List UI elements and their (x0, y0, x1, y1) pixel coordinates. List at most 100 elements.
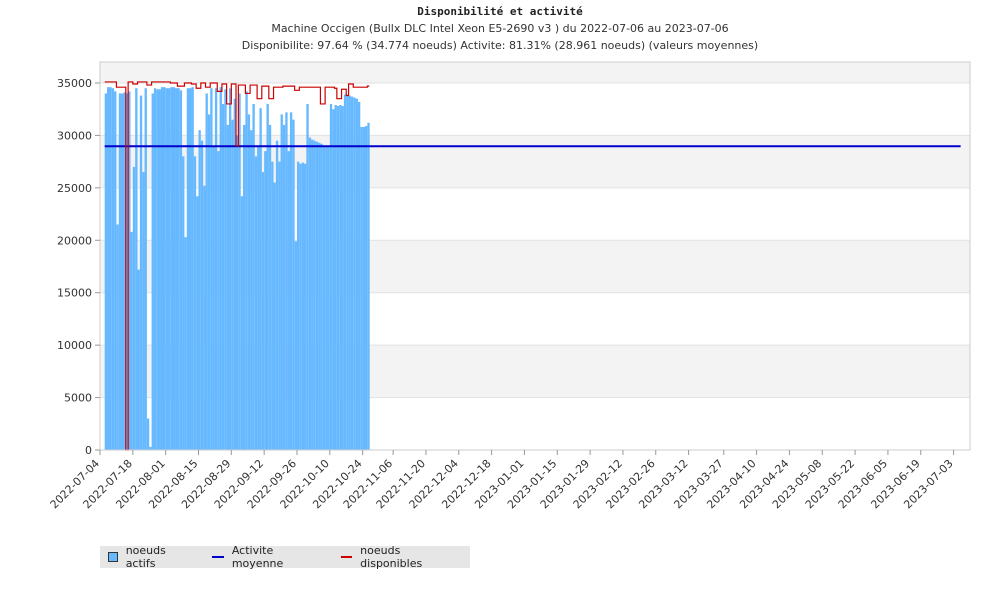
active-nodes-bar (278, 161, 281, 450)
active-nodes-bar (224, 89, 227, 450)
x-axis-ticks: 2022-07-042022-07-182022-08-012022-08-15… (48, 450, 956, 511)
active-nodes-bar (160, 87, 166, 450)
active-nodes-bar (282, 124, 286, 451)
active-nodes-bar (210, 88, 213, 450)
active-nodes-bar (357, 101, 361, 451)
legend: noeuds actifs Activite moyenne noeuds di… (100, 544, 470, 570)
plot-band (100, 62, 970, 83)
active-nodes-bar (292, 119, 295, 451)
active-nodes-bar (149, 446, 152, 450)
active-nodes-bar (240, 196, 244, 450)
active-nodes-bar (311, 139, 314, 450)
active-nodes-bar (132, 166, 136, 450)
active-nodes-bar (238, 93, 241, 450)
legend-swatch-disponibles (340, 556, 353, 558)
active-nodes-bar (296, 161, 300, 450)
active-nodes-bar (350, 96, 354, 450)
active-nodes-bar (200, 140, 204, 450)
active-nodes-bars (104, 87, 370, 451)
active-nodes-bar (193, 156, 197, 451)
active-nodes-bar (207, 114, 211, 450)
active-nodes-bar (116, 224, 119, 450)
y-tick-label: 20000 (57, 234, 92, 247)
y-tick-label: 10000 (57, 339, 92, 352)
active-nodes-bar (170, 87, 176, 450)
active-nodes-bar (137, 269, 140, 450)
active-nodes-bar (348, 95, 351, 450)
legend-label-disponibles: noeuds disponibles (360, 544, 423, 570)
chart-title: Disponibilité et activité (417, 5, 583, 18)
active-nodes-bar (336, 106, 340, 450)
active-nodes-bar (179, 90, 183, 451)
y-tick-label: 5000 (64, 392, 92, 405)
legend-item-actifs: noeuds actifs (108, 544, 196, 570)
active-nodes-bar (360, 127, 363, 451)
active-nodes-bar (139, 95, 143, 450)
active-nodes-bar (203, 185, 206, 450)
active-nodes-bar (294, 241, 297, 450)
active-nodes-bar (111, 88, 115, 450)
active-nodes-bar (212, 145, 215, 450)
active-nodes-bar (118, 93, 124, 450)
active-nodes-bar (198, 130, 201, 450)
active-nodes-bar (250, 130, 253, 450)
active-nodes-bar (289, 112, 293, 450)
active-nodes-bar (266, 103, 269, 450)
active-nodes-bar (226, 124, 229, 451)
active-nodes-bar (367, 122, 370, 450)
active-nodes-bar (343, 94, 347, 450)
active-nodes-bar (322, 145, 326, 450)
active-nodes-bar (182, 156, 185, 451)
active-nodes-bar (355, 98, 358, 451)
plot-frame (99, 61, 971, 451)
active-nodes-bar (104, 93, 108, 450)
active-nodes-bar (287, 151, 290, 450)
active-nodes-bar (334, 104, 337, 450)
active-nodes-bar (191, 87, 194, 450)
available-nodes-line (104, 81, 370, 451)
active-nodes-bar (353, 97, 356, 450)
legend-item-moyenne: Activite moyenne (212, 544, 324, 570)
active-nodes-bar (308, 137, 312, 451)
active-nodes-bar (214, 88, 218, 450)
active-nodes-bar (205, 93, 208, 450)
active-nodes-bar (236, 135, 239, 451)
active-nodes-bar (271, 161, 274, 450)
active-nodes-bar (341, 106, 344, 450)
active-nodes-bar (123, 92, 126, 450)
active-nodes-bar (339, 104, 342, 450)
active-nodes-bar (243, 124, 246, 451)
active-nodes-bar (364, 125, 368, 451)
legend-label-actifs: noeuds actifs (125, 544, 166, 570)
chart-subtitle-stats: Disponibilite: 97.64 % (34.774 noeuds) A… (241, 39, 759, 52)
active-nodes-bar (184, 237, 187, 450)
active-nodes-bar (273, 182, 276, 450)
active-nodes-bar (306, 103, 309, 450)
active-nodes-bar (156, 89, 161, 450)
active-nodes-bar (233, 98, 237, 451)
active-nodes-bar (245, 91, 248, 451)
y-tick-label: 35000 (57, 77, 92, 90)
active-nodes-bar (252, 103, 255, 450)
active-nodes-bar (219, 87, 222, 450)
legend-item-disponibles: noeuds disponibles (340, 544, 462, 570)
active-nodes-bar (144, 88, 147, 450)
active-nodes-bar (257, 145, 260, 450)
active-nodes-bar (231, 119, 234, 451)
active-nodes-bar (114, 91, 117, 451)
y-axis-ticks: 0 5000 10000 15000 20000 25000 30000 35000 (57, 77, 100, 457)
active-nodes-bar (151, 93, 154, 450)
y-tick-label: 0 (85, 444, 92, 457)
active-nodes-bar (221, 103, 225, 450)
y-tick-label: 30000 (57, 129, 92, 142)
active-nodes-bar (153, 88, 157, 450)
legend-swatch-moyenne (212, 556, 224, 558)
active-nodes-bar (332, 109, 335, 451)
y-tick-label: 15000 (57, 287, 92, 300)
plot-border (99, 61, 971, 451)
active-nodes-bar (146, 418, 150, 450)
active-nodes-bar (301, 162, 305, 450)
active-nodes-bar (315, 141, 319, 450)
active-nodes-bar (125, 93, 129, 450)
active-nodes-bar (261, 172, 265, 451)
